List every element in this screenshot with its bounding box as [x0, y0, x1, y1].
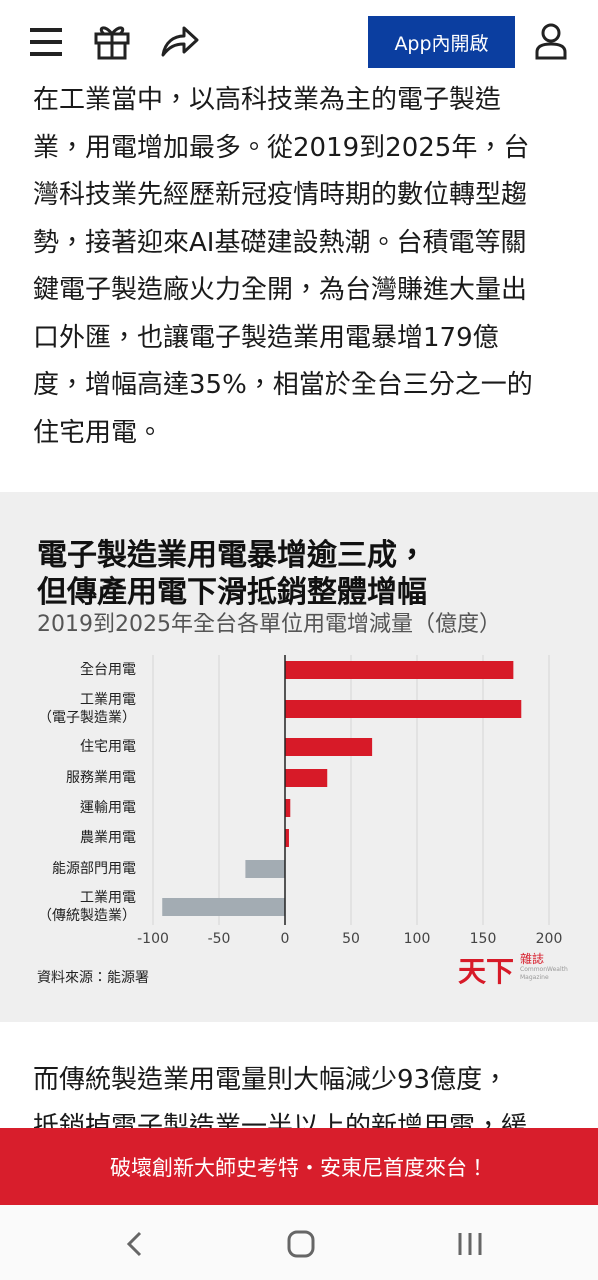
- text-line: 住宅用電。: [33, 417, 164, 448]
- account-icon[interactable]: [534, 22, 568, 60]
- x-tick-label: 150: [470, 931, 497, 947]
- open-app-button[interactable]: App內開啟: [368, 16, 515, 68]
- x-tick-label: -50: [208, 931, 231, 947]
- top-bar: App內開啟: [0, 0, 598, 84]
- text-line: 勢，接著迎來AI基礎建設熱潮。台積電等關: [33, 227, 527, 258]
- text-line: 業，用電增加最多。從2019到2025年，台: [33, 132, 530, 163]
- bar: [162, 898, 285, 916]
- recents-button[interactable]: [456, 1230, 484, 1258]
- category-label: 服務業用電: [66, 770, 136, 786]
- text-line: 而傳統製造業用電量則大幅減少93億度，: [33, 1065, 509, 1095]
- x-tick-label: 100: [404, 931, 431, 947]
- chart: -100 -50 0 50 100 150 200: [137, 655, 563, 947]
- logo-sub: 雜誌: [520, 952, 545, 966]
- category-label: 農業用電: [80, 830, 136, 846]
- x-tick-label: 0: [281, 931, 290, 947]
- category-label: 住宅用電: [80, 739, 136, 755]
- chart-source: 資料來源：能源署: [37, 970, 149, 986]
- category-label: 能源部門用電: [52, 861, 136, 877]
- chart-panel: [0, 492, 598, 1022]
- text-line: 灣科技業先經歷新冠疫情時期的數位轉型趨: [33, 180, 528, 210]
- back-button[interactable]: [124, 1230, 144, 1258]
- bar: [245, 860, 285, 878]
- text-line: 鍵電子製造廠火力全開，為台灣賺進大量出: [33, 275, 528, 305]
- text-line: 口外匯，也讓電子製造業用電暴增179億: [33, 322, 499, 353]
- chart-title: 但傳產用電下滑抵銷整體增幅: [37, 575, 427, 610]
- bar: [285, 738, 373, 756]
- category-label: 工業用電 （傳統製造業）: [38, 890, 136, 924]
- logo-caption: CommonWealth Magazine: [520, 966, 568, 981]
- bar: [285, 700, 522, 718]
- bar: [285, 769, 328, 787]
- bar: [285, 661, 514, 679]
- gift-icon[interactable]: [93, 22, 131, 60]
- bar: [285, 799, 291, 817]
- text-line: 在工業當中，以高科技業為主的電子製造: [33, 85, 502, 115]
- chart-subtitle: 2019到2025年全台各單位用電增減量（億度）: [37, 612, 501, 637]
- text-line: 度，增幅高達35%，相當於全台三分之一的: [33, 370, 533, 400]
- system-nav: [0, 1205, 598, 1280]
- logo: 天下: [458, 955, 515, 988]
- category-label: 工業用電 （電子製造業）: [38, 692, 136, 726]
- home-button[interactable]: [286, 1229, 316, 1259]
- category-label: 全台用電: [80, 662, 136, 678]
- promo-banner[interactable]: 破壞創新大師史考特・安東尼首度來台！: [0, 1128, 598, 1205]
- bar: [285, 829, 289, 847]
- chart-title: 電子製造業用電暴增逾三成，: [37, 538, 427, 573]
- category-label: 運輸用電: [80, 800, 136, 816]
- x-tick-label: 200: [536, 931, 563, 947]
- x-tick-label: 50: [342, 931, 360, 947]
- menu-icon[interactable]: [28, 26, 64, 58]
- share-icon[interactable]: [160, 24, 200, 58]
- x-tick-label: -100: [137, 931, 169, 947]
